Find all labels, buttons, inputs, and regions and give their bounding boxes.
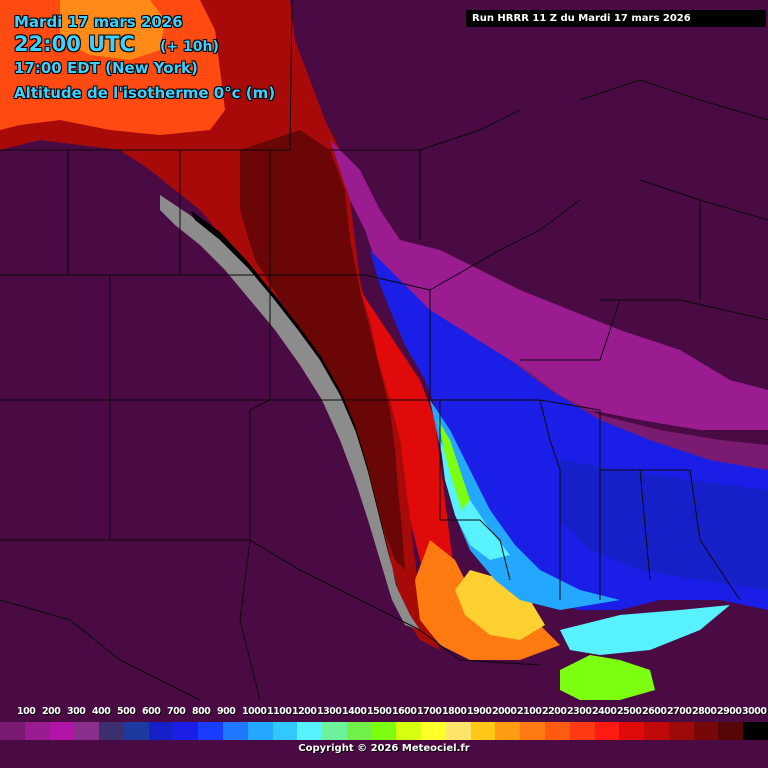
forecast-lead-time: (+ 10h): [160, 39, 219, 55]
forecast-local-time: 17:00 EDT (New York): [14, 59, 198, 77]
legend-swatch: [222, 722, 249, 740]
legend-swatch: [371, 722, 397, 740]
legend-label: 2000: [492, 706, 517, 717]
legend-swatch: [148, 722, 174, 740]
legend-color-bar: [0, 722, 768, 740]
legend-swatch: [346, 722, 373, 740]
legend-swatch: [445, 722, 472, 740]
legend-label: 1100: [267, 706, 292, 717]
legend-swatch: [0, 722, 26, 740]
legend-swatch: [322, 722, 348, 740]
legend-label: 1400: [342, 706, 367, 717]
legend-label: 1200: [292, 706, 317, 717]
legend-label: 1800: [442, 706, 467, 717]
forecast-utc-time: 22:00 UTC: [14, 32, 135, 56]
parameter-title: Altitude de l'isotherme 0°c (m): [14, 84, 276, 102]
legend-label: 900: [217, 706, 236, 717]
legend-swatch: [173, 722, 199, 740]
legend-label: 200: [42, 706, 61, 717]
legend-label: 2700: [667, 706, 692, 717]
legend-label: 1300: [317, 706, 342, 717]
warm-field-red-east: [360, 290, 455, 600]
legend-label: 100: [17, 706, 36, 717]
legend-label: 2300: [567, 706, 592, 717]
cold-field-magenta: [330, 140, 768, 430]
legend-label: 600: [142, 706, 161, 717]
legend-label: 1000: [242, 706, 267, 717]
legend-swatch: [718, 722, 744, 740]
legend-label: 2400: [592, 706, 617, 717]
legend-label: 1700: [417, 706, 442, 717]
legend-swatch: [24, 722, 51, 740]
cold-field-green: [438, 420, 470, 510]
cold-field-gulf-cyan: [560, 605, 730, 655]
legend-swatch: [247, 722, 273, 740]
legend-swatch: [644, 722, 670, 740]
cold-field-lightblue: [430, 400, 620, 610]
model-run-banner: Run HRRR 11 Z du Mardi 17 mars 2026: [466, 10, 766, 27]
legend-label: 2200: [542, 706, 567, 717]
legend-label: 300: [67, 706, 86, 717]
legend-swatch: [743, 722, 768, 740]
legend-swatch: [421, 722, 447, 740]
legend-swatch: [123, 722, 150, 740]
legend-swatch: [198, 722, 224, 740]
legend-labels: 100 200 300 400 500 600 700 800 900 1000 1100 1200 1…: [0, 706, 768, 720]
legend-swatch: [545, 722, 571, 740]
legend-swatch: [594, 722, 620, 740]
legend-swatch: [99, 722, 125, 740]
legend-label: 1600: [392, 706, 417, 717]
legend-swatch: [396, 722, 422, 740]
legend-label: 2900: [717, 706, 742, 717]
legend-swatch: [470, 722, 496, 740]
cold-field-deepblue: [560, 460, 768, 590]
legend-label: 700: [167, 706, 186, 717]
border-lines: [0, 0, 768, 701]
legend-label: 2600: [642, 706, 667, 717]
legend-label: 3000: [742, 706, 767, 717]
legend-swatch: [495, 722, 521, 740]
cold-field-gulf-green: [560, 655, 655, 700]
legend-swatch: [693, 722, 719, 740]
legend-label: 1900: [467, 706, 492, 717]
forecast-date: Mardi 17 mars 2026: [14, 13, 183, 31]
legend-swatch: [619, 722, 645, 740]
legend-label: 800: [192, 706, 211, 717]
warm-field-yellow-top: [60, 0, 165, 60]
warm-field-yellow-gulf: [455, 570, 545, 640]
legend-swatch: [272, 722, 298, 740]
cold-field-cyan: [440, 440, 510, 560]
legend-swatch: [668, 722, 695, 740]
legend-label: 500: [117, 706, 136, 717]
legend-label: 2100: [517, 706, 542, 717]
legend-swatch: [569, 722, 596, 740]
warm-field-orange-top: [0, 0, 225, 135]
snow-line-edge: [160, 195, 420, 630]
legend-swatch: [297, 722, 323, 740]
legend-label: 2800: [692, 706, 717, 717]
legend-label: 400: [92, 706, 111, 717]
copyright-text: Copyright © 2026 Meteociel.fr: [298, 743, 470, 754]
legend-label: 2500: [617, 706, 642, 717]
legend-swatch: [49, 722, 75, 740]
legend-swatch: [520, 722, 546, 740]
legend-label: 1500: [367, 706, 392, 717]
legend-swatch: [74, 722, 100, 740]
